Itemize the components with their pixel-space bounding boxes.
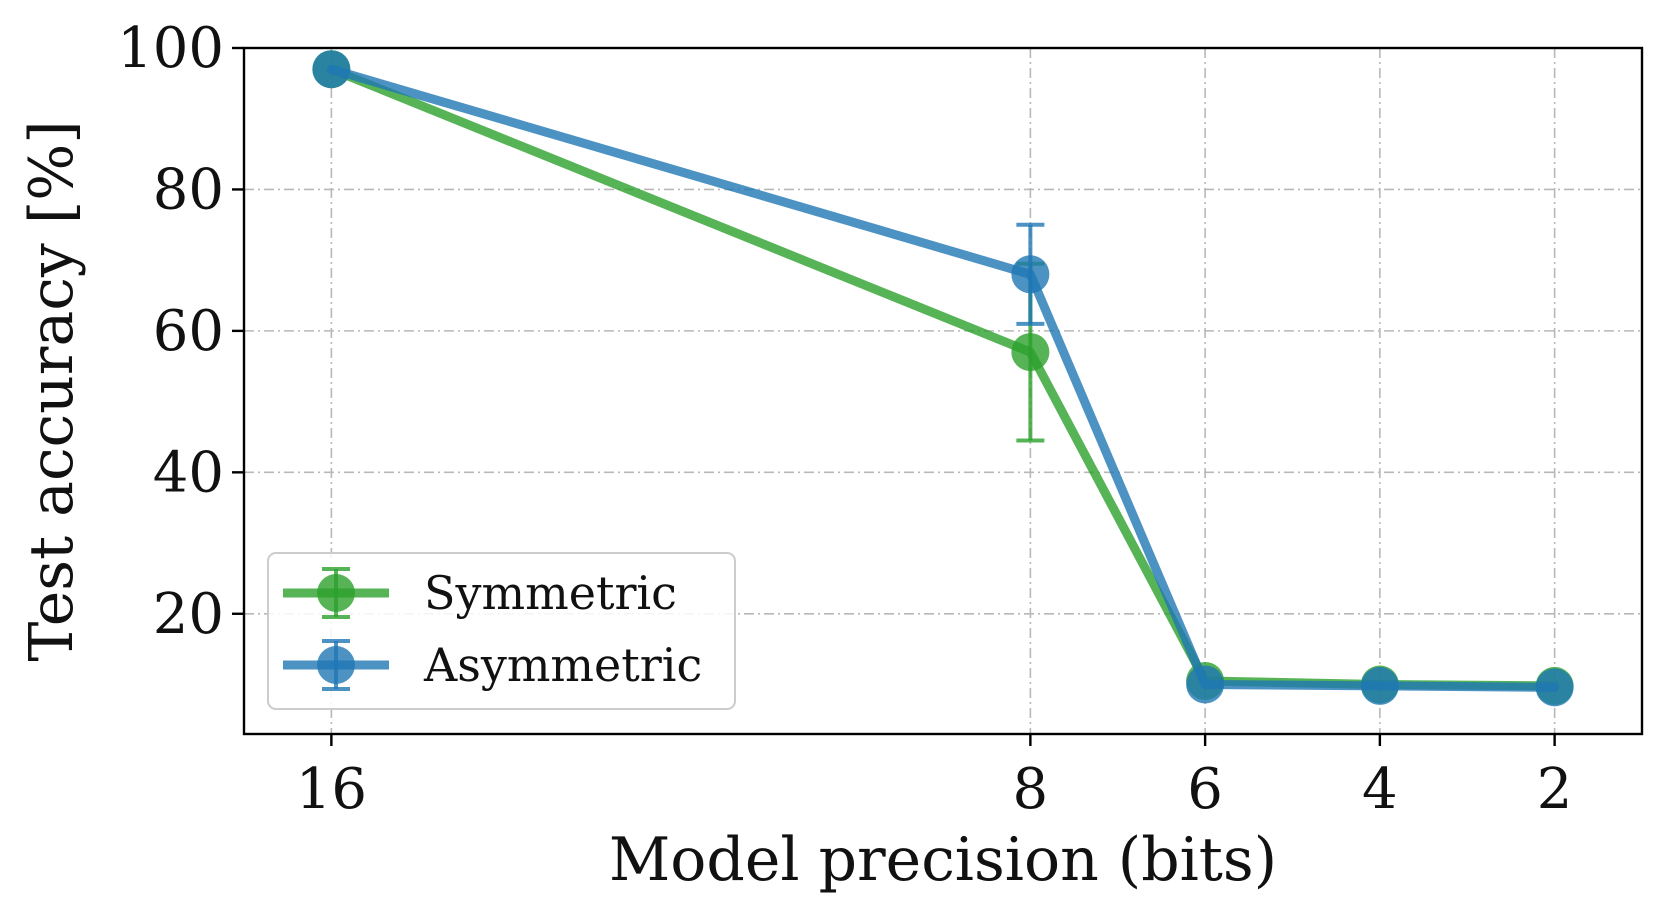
x-tick-label: 16: [296, 757, 367, 822]
axis-ticks: 16 8 6 4 2 20 40 60 80 100: [117, 16, 1572, 822]
y-tick-label: 20: [153, 582, 224, 647]
symmetric-point: [1011, 333, 1050, 372]
asymmetric-point: [312, 50, 351, 89]
series-layer: [312, 50, 1574, 707]
plot-frame: [242, 46, 1644, 736]
legend-entry-symmetric: Symmetric: [283, 566, 677, 620]
asymmetric-point: [1535, 668, 1574, 707]
x-axis-title: Model precision (bits): [609, 825, 1277, 895]
asymmetric-point: [1011, 255, 1050, 294]
y-tick-label: 100: [117, 16, 224, 81]
x-tick-label: 4: [1362, 757, 1398, 822]
legend-entry-asymmetric: Asymmetric: [283, 638, 702, 692]
legend-symmetric-marker: [317, 574, 355, 612]
series-asymmetric: [312, 50, 1574, 707]
y-tick-label: 60: [153, 299, 224, 364]
x-tick-label: 8: [1013, 757, 1049, 822]
legend-label-asymmetric: Asymmetric: [423, 638, 702, 692]
legend: Symmetric Asymmetric: [267, 552, 736, 710]
y-tick-label: 80: [153, 157, 224, 222]
x-tick-label: 2: [1537, 757, 1573, 822]
y-tick-label: 40: [153, 440, 224, 505]
legend-asymmetric-marker: [317, 646, 355, 684]
legend-label-symmetric: Symmetric: [424, 566, 677, 620]
y-axis-title: Test accuracy [%]: [17, 120, 87, 661]
asymmetric-point: [1360, 666, 1399, 705]
asymmetric-point: [1186, 665, 1225, 704]
x-tick-label: 6: [1187, 757, 1223, 822]
